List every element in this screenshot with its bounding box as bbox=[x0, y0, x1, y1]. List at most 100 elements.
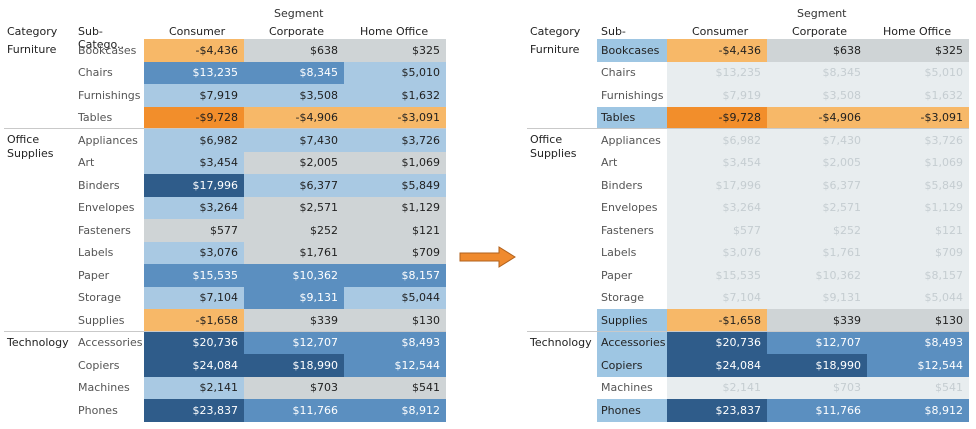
value-cell-corporate[interactable]: $638 bbox=[767, 39, 867, 62]
value-cell-home-office[interactable]: -$3,091 bbox=[344, 107, 446, 129]
subcategory-label[interactable]: Phones bbox=[78, 404, 118, 417]
value-cell-home-office[interactable]: $5,849 bbox=[867, 174, 969, 197]
value-cell-corporate[interactable]: $1,761 bbox=[244, 242, 344, 264]
value-cell-consumer[interactable]: $17,996 bbox=[144, 174, 244, 197]
value-cell-consumer[interactable]: $577 bbox=[144, 219, 244, 242]
value-cell-consumer[interactable]: $7,919 bbox=[667, 84, 767, 107]
subcategory-label[interactable]: Supplies bbox=[597, 309, 667, 332]
subcategory-label[interactable]: Appliances bbox=[78, 134, 138, 147]
value-cell-corporate[interactable]: $9,131 bbox=[767, 287, 867, 309]
value-cell-consumer[interactable]: $577 bbox=[667, 219, 767, 242]
value-cell-corporate[interactable]: $8,345 bbox=[244, 62, 344, 84]
value-cell-consumer[interactable]: $23,837 bbox=[667, 399, 767, 422]
subcategory-label[interactable]: Art bbox=[78, 156, 95, 169]
subcategory-label[interactable]: Bookcases bbox=[78, 44, 137, 57]
header-consumer[interactable]: Consumer bbox=[169, 25, 226, 38]
value-cell-corporate[interactable]: $11,766 bbox=[244, 399, 344, 422]
value-cell-consumer[interactable]: $2,141 bbox=[667, 377, 767, 399]
value-cell-consumer[interactable]: $3,076 bbox=[667, 242, 767, 264]
subcategory-label[interactable]: Copiers bbox=[78, 359, 120, 372]
value-cell-consumer[interactable]: $20,736 bbox=[144, 332, 244, 354]
value-cell-consumer[interactable]: $3,264 bbox=[144, 197, 244, 219]
value-cell-home-office[interactable]: $1,632 bbox=[344, 84, 446, 107]
value-cell-corporate[interactable]: -$4,906 bbox=[244, 107, 344, 129]
value-cell-home-office[interactable]: $121 bbox=[867, 219, 969, 242]
value-cell-home-office[interactable]: $1,632 bbox=[867, 84, 969, 107]
value-cell-corporate[interactable]: $252 bbox=[244, 219, 344, 242]
value-cell-home-office[interactable]: $1,129 bbox=[344, 197, 446, 219]
value-cell-corporate[interactable]: $339 bbox=[244, 309, 344, 332]
value-cell-home-office[interactable]: $130 bbox=[867, 309, 969, 332]
value-cell-home-office[interactable]: $3,726 bbox=[867, 129, 969, 152]
value-cell-corporate[interactable]: $638 bbox=[244, 39, 344, 62]
subcategory-label[interactable]: Envelopes bbox=[78, 201, 135, 214]
value-cell-consumer[interactable]: $15,535 bbox=[144, 264, 244, 287]
value-cell-home-office[interactable]: $1,129 bbox=[867, 197, 969, 219]
value-cell-home-office[interactable]: $5,010 bbox=[344, 62, 446, 84]
value-cell-home-office[interactable]: $8,157 bbox=[867, 264, 969, 287]
value-cell-home-office[interactable]: $5,849 bbox=[344, 174, 446, 197]
subcategory-label[interactable]: Storage bbox=[601, 291, 645, 304]
subcategory-label[interactable]: Chairs bbox=[601, 66, 636, 79]
value-cell-corporate[interactable]: $9,131 bbox=[244, 287, 344, 309]
value-cell-home-office[interactable]: $5,010 bbox=[867, 62, 969, 84]
value-cell-home-office[interactable]: $709 bbox=[344, 242, 446, 264]
value-cell-corporate[interactable]: -$4,906 bbox=[767, 107, 867, 129]
subcategory-label[interactable]: Machines bbox=[78, 381, 130, 394]
value-cell-corporate[interactable]: $703 bbox=[244, 377, 344, 399]
value-cell-consumer[interactable]: $13,235 bbox=[144, 62, 244, 84]
subcategory-label[interactable]: Bookcases bbox=[597, 39, 667, 62]
value-cell-consumer[interactable]: $24,084 bbox=[144, 354, 244, 377]
value-cell-consumer[interactable]: -$1,658 bbox=[144, 309, 244, 332]
subcategory-label[interactable]: Paper bbox=[78, 269, 110, 282]
value-cell-home-office[interactable]: $8,912 bbox=[867, 399, 969, 422]
subcategory-label[interactable]: Envelopes bbox=[601, 201, 658, 214]
value-cell-consumer[interactable]: $7,919 bbox=[144, 84, 244, 107]
subcategory-label[interactable]: Appliances bbox=[601, 134, 661, 147]
value-cell-consumer[interactable]: $3,264 bbox=[667, 197, 767, 219]
value-cell-home-office[interactable]: $8,493 bbox=[344, 332, 446, 354]
value-cell-consumer[interactable]: -$9,728 bbox=[667, 107, 767, 129]
subcategory-label[interactable]: Storage bbox=[78, 291, 122, 304]
value-cell-home-office[interactable]: $12,544 bbox=[867, 354, 969, 377]
subcategory-label[interactable]: Labels bbox=[601, 246, 637, 259]
value-cell-consumer[interactable]: $24,084 bbox=[667, 354, 767, 377]
value-cell-corporate[interactable]: $1,761 bbox=[767, 242, 867, 264]
value-cell-corporate[interactable]: $10,362 bbox=[244, 264, 344, 287]
value-cell-consumer[interactable]: $6,982 bbox=[144, 129, 244, 152]
value-cell-consumer[interactable]: $13,235 bbox=[667, 62, 767, 84]
subcategory-label[interactable]: Fasteners bbox=[78, 224, 131, 237]
subcategory-label[interactable]: Tables bbox=[78, 111, 113, 124]
value-cell-consumer[interactable]: $6,982 bbox=[667, 129, 767, 152]
value-cell-consumer[interactable]: -$4,436 bbox=[667, 39, 767, 62]
subcategory-label[interactable]: Accessories bbox=[597, 332, 667, 354]
subcategory-label[interactable]: Binders bbox=[78, 179, 120, 192]
value-cell-home-office[interactable]: $541 bbox=[867, 377, 969, 399]
value-cell-corporate[interactable]: $18,990 bbox=[767, 354, 867, 377]
value-cell-corporate[interactable]: $12,707 bbox=[244, 332, 344, 354]
value-cell-corporate[interactable]: $6,377 bbox=[244, 174, 344, 197]
value-cell-corporate[interactable]: $18,990 bbox=[244, 354, 344, 377]
subcategory-label[interactable]: Tables bbox=[597, 107, 667, 129]
value-cell-corporate[interactable]: $10,362 bbox=[767, 264, 867, 287]
value-cell-consumer[interactable]: $17,996 bbox=[667, 174, 767, 197]
value-cell-consumer[interactable]: $7,104 bbox=[144, 287, 244, 309]
value-cell-home-office[interactable]: $5,044 bbox=[344, 287, 446, 309]
value-cell-home-office[interactable]: $1,069 bbox=[344, 152, 446, 174]
value-cell-home-office[interactable]: $541 bbox=[344, 377, 446, 399]
value-cell-corporate[interactable]: $2,005 bbox=[244, 152, 344, 174]
header-consumer[interactable]: Consumer bbox=[692, 25, 749, 38]
value-cell-corporate[interactable]: $2,005 bbox=[767, 152, 867, 174]
header-home-office[interactable]: Home Office bbox=[883, 25, 952, 38]
value-cell-home-office[interactable]: $709 bbox=[867, 242, 969, 264]
value-cell-corporate[interactable]: $339 bbox=[767, 309, 867, 332]
header-corporate[interactable]: Corporate bbox=[269, 25, 324, 38]
value-cell-home-office[interactable]: $1,069 bbox=[867, 152, 969, 174]
header-corporate[interactable]: Corporate bbox=[792, 25, 847, 38]
value-cell-consumer[interactable]: $20,736 bbox=[667, 332, 767, 354]
value-cell-home-office[interactable]: $3,726 bbox=[344, 129, 446, 152]
value-cell-consumer[interactable]: $3,454 bbox=[144, 152, 244, 174]
subcategory-label[interactable]: Copiers bbox=[597, 354, 667, 377]
value-cell-corporate[interactable]: $3,508 bbox=[767, 84, 867, 107]
value-cell-home-office[interactable]: $130 bbox=[344, 309, 446, 332]
